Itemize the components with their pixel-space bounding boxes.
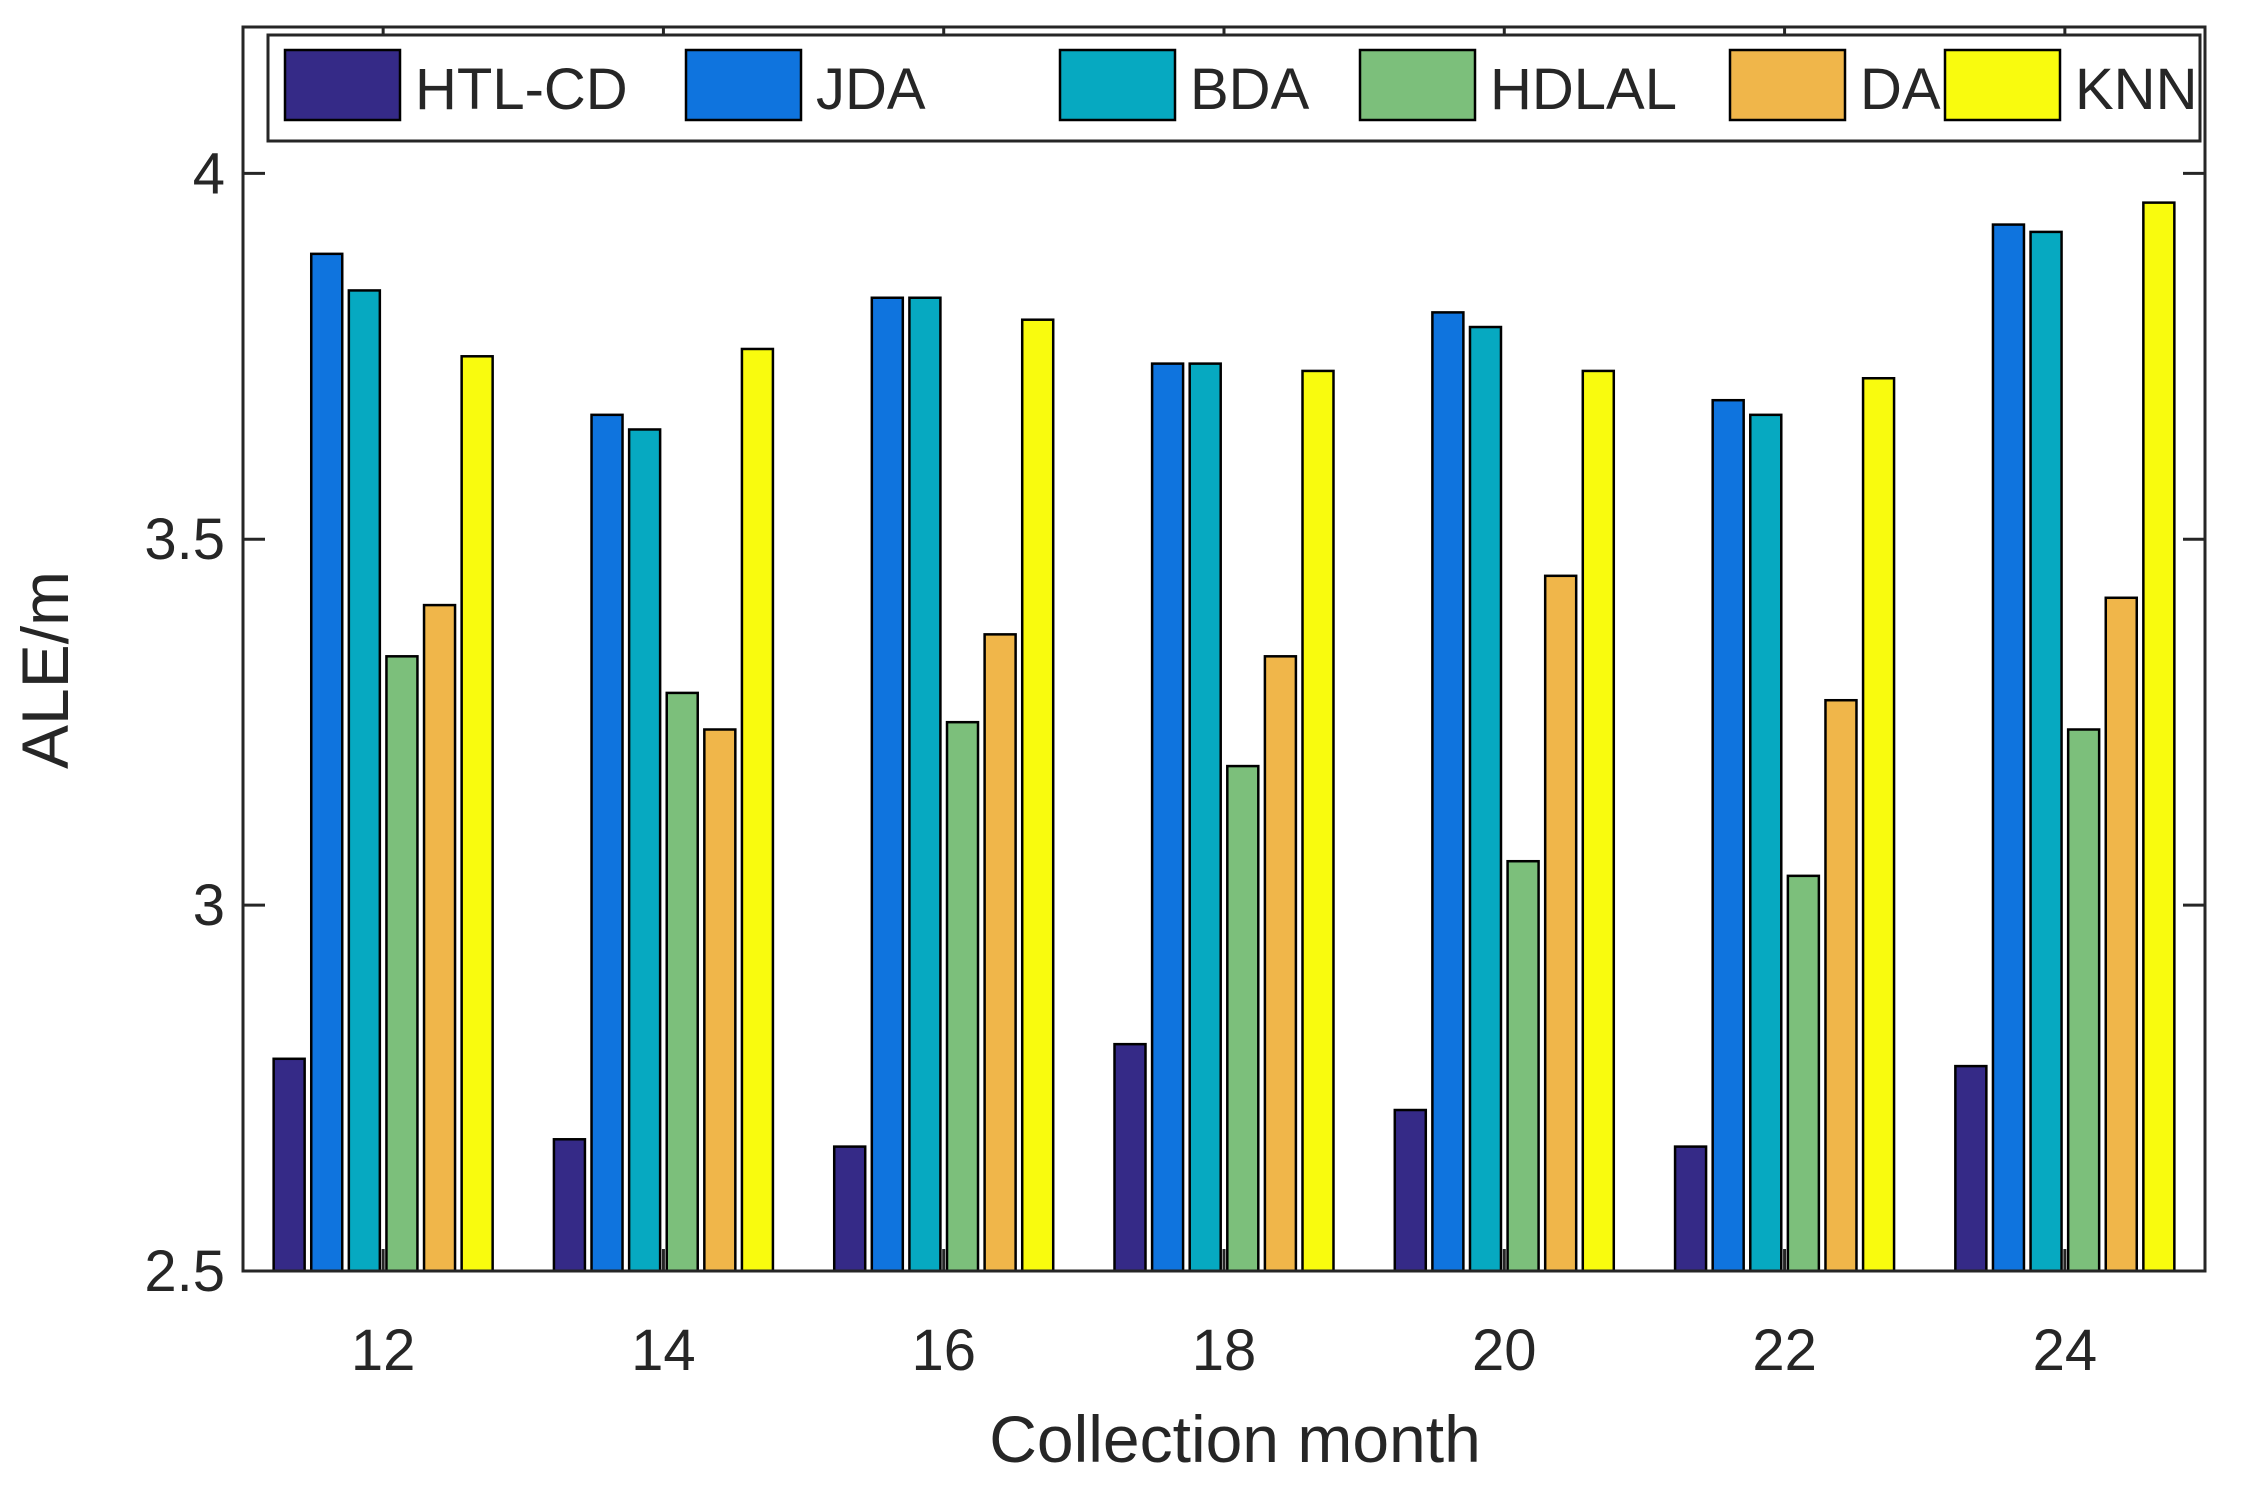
bar-knn-16 xyxy=(1020,318,1055,1273)
bar-hdlal-20 xyxy=(1506,859,1540,1273)
bar-knn-12 xyxy=(460,355,494,1273)
bar-dama-24 xyxy=(2104,596,2139,1273)
bar-knn-14 xyxy=(740,347,775,1273)
bar-dama-14 xyxy=(703,728,737,1273)
legend-box xyxy=(266,33,2202,143)
bar-htl-cd-16 xyxy=(832,1145,867,1273)
bar-dama-18 xyxy=(1263,655,1298,1273)
legend-label-bda: BDA xyxy=(1190,57,1310,122)
bar-knn-24 xyxy=(2142,201,2176,1273)
bar-bda-16 xyxy=(908,296,942,1273)
y-tick-label-3.5: 3.5 xyxy=(144,507,225,572)
bar-htl-cd-24 xyxy=(1954,1064,1988,1273)
bar-bda-24 xyxy=(2029,230,2063,1273)
plot-area-frame xyxy=(241,25,2207,1273)
y-tick-label-4: 4 xyxy=(193,141,225,206)
bar-htl-cd-12 xyxy=(272,1057,306,1273)
bar-dama-22 xyxy=(1824,698,1858,1273)
bar-jda-20 xyxy=(1431,311,1465,1273)
y-axis-label: ALE/m xyxy=(8,571,82,769)
x-tick-label-16: 16 xyxy=(911,1318,976,1383)
y-tick-label-2.5: 2.5 xyxy=(144,1239,225,1304)
bar-htl-cd-20 xyxy=(1393,1108,1428,1273)
legend-swatch-hdlal xyxy=(1358,48,1477,122)
x-tick-label-24: 24 xyxy=(2033,1318,2098,1383)
legend: HTL-CDJDABDAHDLALDAMAKNN xyxy=(266,33,2202,143)
legend-swatch-jda xyxy=(684,48,803,122)
bar-dama-12 xyxy=(422,603,457,1273)
bar-hdlal-24 xyxy=(2066,728,2101,1273)
bar-jda-22 xyxy=(1711,398,1745,1273)
legend-swatch-knn xyxy=(1943,48,2062,122)
bar-knn-22 xyxy=(1861,376,1896,1273)
bar-dama-16 xyxy=(983,633,1017,1273)
x-tick-label-12: 12 xyxy=(351,1318,416,1383)
bar-bda-18 xyxy=(1188,362,1222,1273)
bar-htl-cd-14 xyxy=(552,1138,587,1273)
legend-swatch-htl-cd xyxy=(283,48,402,122)
x-axis-label: Collection month xyxy=(989,1402,1481,1476)
bar-jda-14 xyxy=(590,413,624,1273)
bar-knn-18 xyxy=(1301,369,1335,1273)
bar-bda-22 xyxy=(1749,413,1783,1273)
legend-label-jda: JDA xyxy=(816,57,926,122)
bar-hdlal-12 xyxy=(385,655,419,1273)
legend-swatch-dama xyxy=(1728,48,1847,122)
x-tick-label-14: 14 xyxy=(631,1318,696,1383)
legend-swatch-bda xyxy=(1058,48,1177,122)
x-tick-label-22: 22 xyxy=(1752,1318,1817,1383)
bars-group xyxy=(272,201,2176,1273)
legend-label-hdlal: HDLAL xyxy=(1490,57,1677,122)
legend-label-knn: KNN xyxy=(2075,57,2197,122)
bar-dama-20 xyxy=(1543,574,1578,1273)
legend-label-htl-cd: HTL-CD xyxy=(415,57,628,122)
bar-jda-16 xyxy=(870,296,905,1273)
x-tick-label-20: 20 xyxy=(1472,1318,1537,1383)
bar-hdlal-18 xyxy=(1226,764,1260,1273)
bar-hdlal-14 xyxy=(665,691,699,1273)
bar-bda-20 xyxy=(1468,325,1503,1273)
bar-bda-14 xyxy=(627,428,662,1273)
bar-jda-12 xyxy=(309,252,344,1273)
bar-hdlal-16 xyxy=(945,720,980,1273)
bar-htl-cd-18 xyxy=(1113,1042,1147,1273)
bar-jda-18 xyxy=(1150,362,1185,1273)
bar-hdlal-22 xyxy=(1786,874,1821,1273)
x-tick-label-18: 18 xyxy=(1192,1318,1257,1383)
bar-bda-12 xyxy=(347,289,382,1273)
bar-htl-cd-22 xyxy=(1673,1145,1708,1273)
bar-knn-20 xyxy=(1581,369,1616,1273)
y-tick-label-3: 3 xyxy=(193,873,225,938)
bar-jda-24 xyxy=(1991,223,2026,1273)
